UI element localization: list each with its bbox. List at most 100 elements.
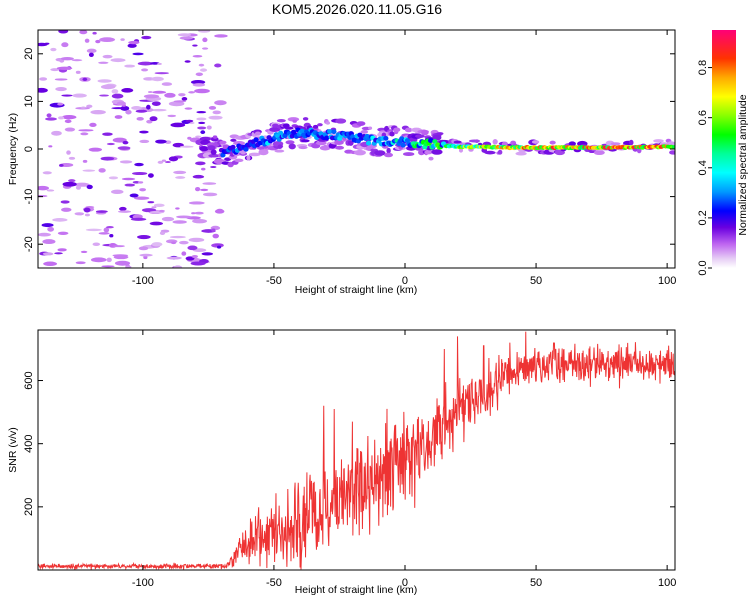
spectrogram-cell [60, 200, 70, 204]
spectrogram-cell [75, 261, 86, 265]
spectrogram-cell [137, 235, 151, 240]
spectrogram-cell [284, 126, 294, 130]
spectrogram-cell [125, 265, 132, 268]
x-tick-label: 100 [658, 577, 676, 589]
spectrogram-cell [167, 114, 177, 118]
spectrogram-cell [432, 134, 442, 141]
spectrogram-cell [111, 89, 119, 94]
spectrogram-cell [240, 150, 246, 155]
spectrogram-cell [111, 189, 124, 194]
spectrogram-cell [383, 136, 389, 141]
spectrogram-cell [192, 83, 206, 87]
colorbar-label: Normalized spectral amplitude [737, 94, 749, 235]
spectrogram-cell [299, 128, 305, 134]
spectrogram-cell [137, 61, 154, 66]
spectrogram-cell [201, 252, 214, 256]
spectrogram-cell [55, 86, 67, 92]
spectrogram-cell [258, 149, 269, 156]
spectrogram-cell [108, 176, 119, 180]
spectrogram-cell [324, 135, 330, 141]
spectrogram-cell [187, 245, 198, 251]
spectrogram-cell [334, 140, 344, 146]
spectrogram-cell [42, 239, 56, 245]
spectrogram-cell [192, 55, 203, 58]
spectrogram-cell [549, 140, 556, 145]
spectrogram-cell [75, 70, 81, 74]
spectrogram-cell [147, 173, 154, 178]
spectrogram-cell [151, 76, 164, 82]
spectrogram-cell [44, 42, 50, 45]
x-tick-label: -50 [266, 577, 282, 589]
spectrogram-cell [201, 47, 209, 50]
spectrogram-cell [497, 149, 503, 155]
spectrogram-cell [198, 30, 211, 33]
spectrogram-cell [119, 206, 127, 211]
spectrogram-cell [56, 66, 73, 70]
spectrogram-cell [292, 119, 297, 123]
spectrogram-cell [47, 226, 55, 232]
spectrogram-cell [100, 156, 115, 161]
spectrogram-cell [131, 105, 142, 110]
spectrogram-cell [90, 109, 106, 115]
spectrogram-cell [216, 208, 224, 214]
spectrogram-cell [276, 119, 286, 123]
spectrogram-cell [315, 141, 327, 146]
x-tick-label: -100 [132, 577, 154, 589]
snr-series-line [38, 331, 675, 570]
spectrogram-cell [124, 183, 136, 187]
spectrogram-cell [110, 58, 126, 63]
spectrogram-cell [82, 159, 88, 163]
spectrogram-cell [136, 117, 144, 121]
spectrogram-cell [636, 147, 642, 154]
spectrogram-cell [95, 39, 101, 44]
spectrogram-cell [80, 132, 89, 136]
spectrogram-cell [75, 185, 82, 190]
spectrogram-cell [301, 139, 310, 143]
spectrogram-cell [179, 145, 194, 148]
spectrogram-cell [418, 149, 425, 156]
spectrogram-cell [368, 126, 373, 130]
spectrogram-cell [71, 59, 83, 62]
spectrogram-cell [190, 79, 206, 85]
spectrogram-cell [46, 189, 55, 192]
spectrogram-cell [132, 171, 148, 176]
spectrogram-cell [234, 158, 244, 163]
colorbar: 0.0 0.2 0.4 0.6 0.8 Normalized spectral ampl… [697, 30, 749, 276]
spectrogram-cell [111, 93, 124, 99]
spectrogram-cell [102, 54, 113, 59]
spectrogram-cell [202, 192, 218, 197]
spectrogram-cell [152, 90, 167, 94]
spectrogram-cell [112, 254, 129, 257]
spectrogram-cell [206, 125, 212, 130]
spectrogram-cell [198, 121, 206, 125]
spectrogram-cell [474, 139, 480, 143]
spectrogram-cell [173, 170, 187, 175]
spectrogram-cell [86, 104, 93, 109]
spectrogram-cell [195, 72, 204, 77]
spectrogram-cell [195, 135, 201, 138]
spectrogram-cell [80, 106, 87, 109]
spectrogram-cell [139, 130, 149, 134]
spectrogram-cell [386, 147, 391, 154]
spectrogram-cell [243, 146, 249, 152]
spectrogram-cell [88, 52, 94, 57]
snr-x-axis: -100 -50 0 50 100 [132, 330, 676, 589]
spectrogram-cell [253, 137, 259, 143]
spectrogram-cell [198, 63, 205, 67]
spectrogram-cell [128, 40, 140, 45]
spectrogram-cell [78, 129, 94, 132]
spectrogram-cell [212, 233, 219, 239]
spectrogram-cell [114, 115, 123, 119]
spectrogram-cell [172, 220, 187, 224]
spectrogram-cell [139, 188, 146, 192]
spectrogram-cell [327, 129, 333, 134]
spectrogram-cell [277, 144, 283, 149]
spectrogram-cell [161, 216, 175, 222]
spectrogram-cell [428, 156, 434, 161]
spectrogram-cell [151, 108, 167, 112]
spectrogram-cell [61, 207, 72, 212]
spectrogram-cell [147, 201, 155, 204]
spectrogram-cell [64, 119, 72, 124]
